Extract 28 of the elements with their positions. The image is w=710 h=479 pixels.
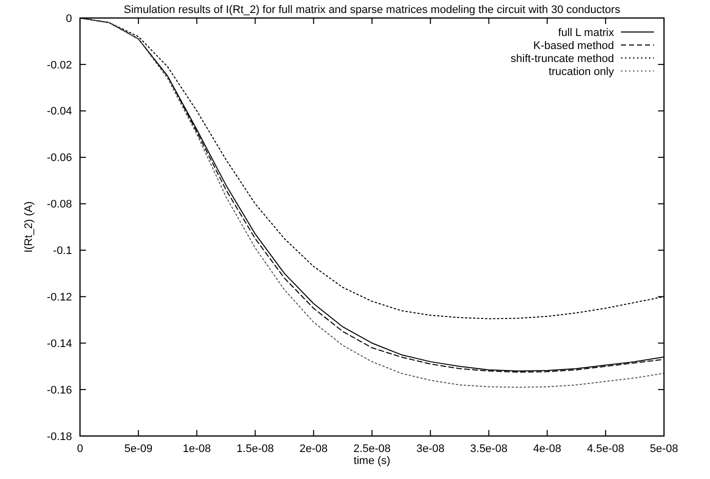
y-tick-label: -0.06 [46, 152, 72, 164]
y-tick-label: -0.12 [46, 292, 72, 304]
x-tick-label: 3.5e-08 [470, 443, 508, 455]
x-tick-label: 2e-08 [300, 443, 328, 455]
y-tick-label: -0.08 [46, 198, 72, 211]
legend-label: K-based method [533, 40, 614, 52]
legend-label: trucation only [548, 66, 614, 78]
x-tick-label: 4.5e-08 [586, 443, 624, 455]
y-tick-label: -0.14 [46, 338, 72, 350]
x-tick-label: 1e-08 [182, 443, 211, 455]
y-tick-label: -0.16 [46, 384, 72, 396]
x-axis-title: time (s) [354, 455, 390, 467]
x-tick-label: 3e-08 [416, 443, 444, 455]
y-tick-label: -0.02 [46, 59, 72, 72]
y-tick-label: -0.04 [46, 106, 72, 118]
x-tick-label: 1.5e-08 [236, 443, 274, 455]
x-tick-label: 5e-09 [124, 443, 152, 455]
legend-label: full L matrix [558, 26, 614, 39]
x-tick-label: 5e-08 [650, 443, 678, 455]
y-axis-title: I(Rt_2) (A) [23, 201, 35, 253]
x-tick-label: 0 [76, 443, 84, 455]
x-tick-label: 4e-08 [533, 443, 562, 455]
chart-title: Simulation results of I(Rt_2) for full matrix and sparse matrices modeling the circuit with 30 conductors [124, 4, 621, 16]
y-tick-label: 0 [66, 12, 72, 25]
x-tick-label: 2.5e-08 [353, 443, 391, 455]
legend-label: shift-truncate method [510, 52, 614, 65]
y-tick-label: -0.18 [46, 430, 72, 443]
y-tick-label: -0.1 [53, 245, 72, 258]
